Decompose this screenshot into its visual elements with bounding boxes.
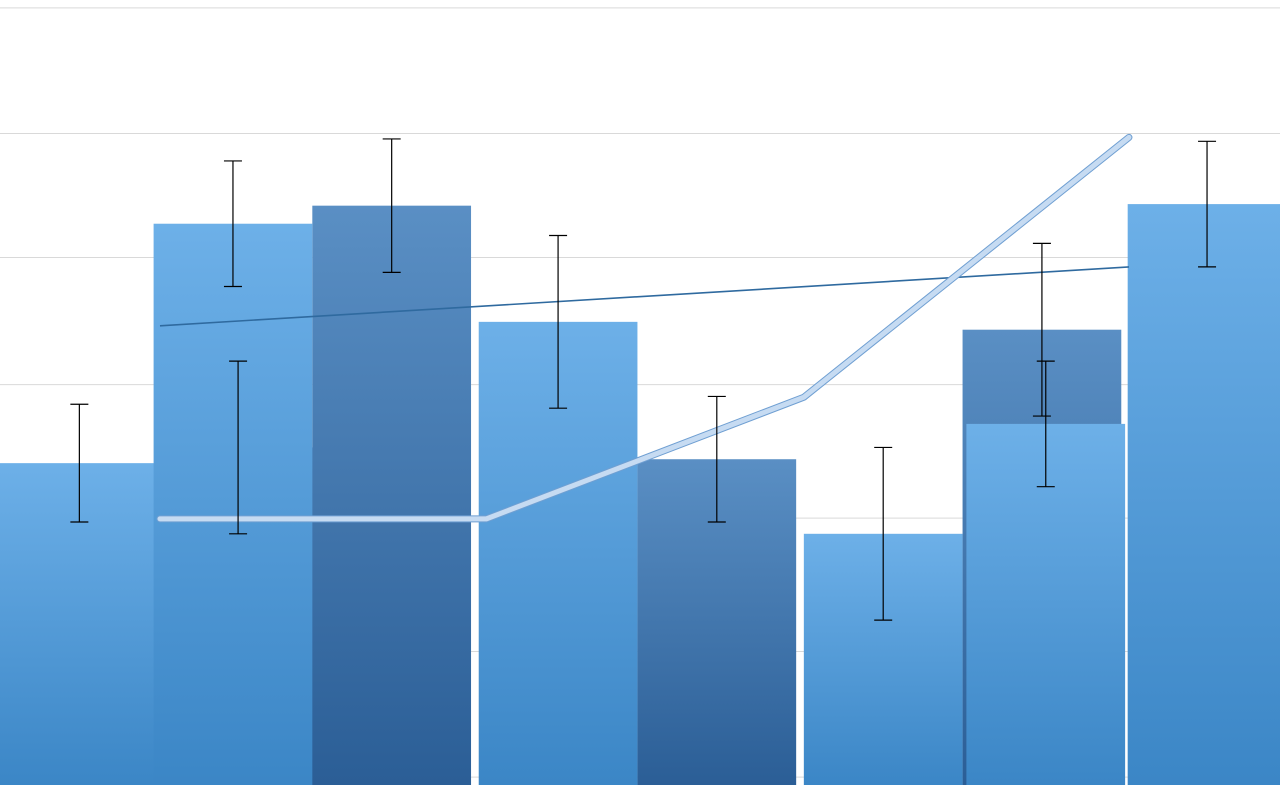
combo-chart — [0, 0, 1280, 785]
bar-front — [154, 224, 313, 785]
bar-back — [312, 206, 471, 785]
bar-front — [1128, 204, 1280, 785]
